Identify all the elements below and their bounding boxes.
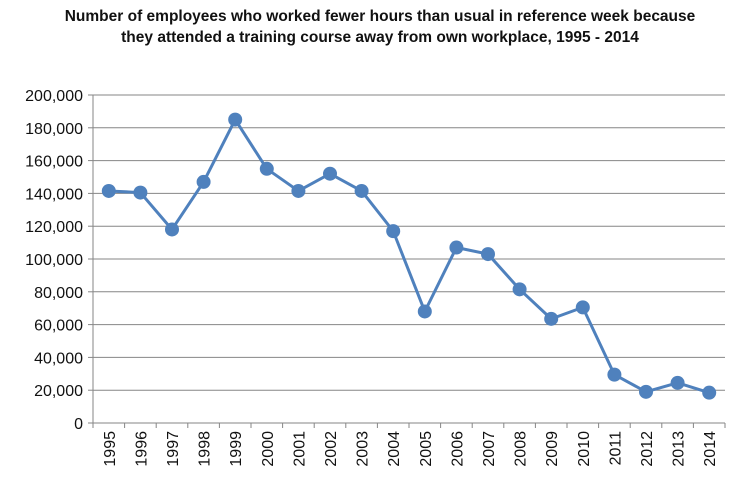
data-point: [670, 375, 685, 390]
x-tick-label: 2014: [702, 431, 719, 467]
data-point: [639, 384, 653, 399]
data-point: [607, 367, 622, 382]
data-point: [259, 161, 274, 176]
x-tick-label: 2000: [260, 431, 277, 467]
data-point: [702, 385, 717, 400]
chart-title: Number of employees who worked fewer hou…: [64, 8, 696, 46]
x-tick-label: 2012: [639, 431, 656, 467]
x-tick-label: 2008: [513, 431, 530, 467]
y-tick-label: 180,000: [25, 121, 83, 138]
data-point: [386, 224, 401, 239]
data-point: [481, 247, 495, 262]
x-tick-label: 2009: [544, 431, 561, 467]
x-tick-label: 2003: [355, 431, 372, 467]
data-point: [165, 222, 179, 237]
x-tick-label: 2004: [386, 431, 403, 467]
series-line: [107, 118, 711, 395]
x-tick-label: 2013: [671, 431, 688, 467]
data-point: [575, 300, 590, 315]
x-tick-label: 1996: [133, 431, 150, 467]
data-point: [133, 185, 148, 200]
data-point: [449, 240, 464, 255]
axes: [88, 94, 726, 428]
data-point: [417, 304, 432, 319]
data-point: [544, 311, 559, 326]
x-tick-label: 2010: [576, 431, 593, 467]
y-tick-label: 0: [74, 416, 83, 433]
x-tick-label: 2005: [418, 431, 435, 467]
y-tick-label: 80,000: [34, 285, 83, 302]
x-tick-label: 1999: [228, 431, 245, 467]
data-point: [101, 183, 116, 198]
y-axis-tick-labels: 0 20,000 40,000 60,000 80,000 100,000 120,000 1…: [25, 88, 83, 433]
gridlines: [93, 94, 725, 391]
y-tick-label: 40,000: [34, 350, 83, 367]
data-point: [196, 174, 211, 189]
x-tick-label: 2002: [323, 431, 340, 467]
x-tick-label: 1998: [197, 431, 214, 467]
data-point: [354, 183, 369, 198]
y-tick-label: 140,000: [25, 186, 83, 203]
x-tick-label: 2006: [449, 431, 466, 467]
y-tick-label: 60,000: [34, 318, 83, 335]
x-tick-label: 2001: [291, 431, 308, 467]
y-tick-label: 20,000: [34, 383, 83, 400]
data-point: [512, 282, 527, 297]
x-tick-label: 1997: [165, 431, 182, 467]
data-point: [323, 166, 337, 181]
y-tick-label: 160,000: [25, 154, 83, 171]
x-tick-label: 2011: [607, 431, 624, 466]
data-point: [228, 112, 243, 127]
y-tick-label: 100,000: [25, 252, 83, 269]
x-tick-label: 1995: [102, 431, 119, 467]
x-axis-tick-labels: 1995 1996 1997 1998 1999 2000 2001 2002 2003 2004…: [102, 431, 719, 467]
y-tick-label: 120,000: [25, 219, 83, 236]
data-series: [101, 112, 717, 400]
x-tick-label: 2007: [481, 431, 498, 467]
data-point: [291, 183, 306, 198]
y-tick-label: 200,000: [25, 88, 83, 105]
